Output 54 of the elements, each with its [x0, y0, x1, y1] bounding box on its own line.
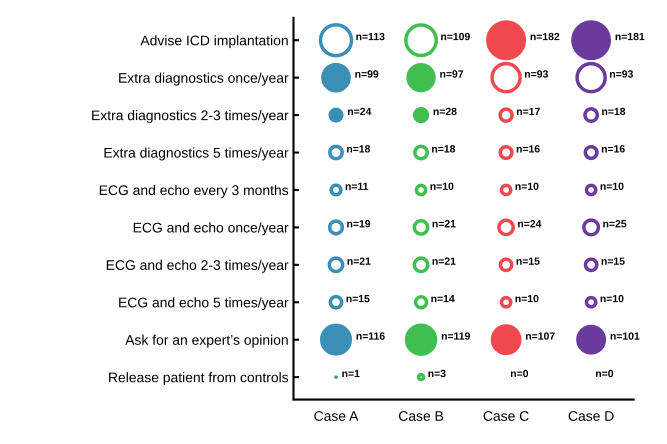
data-label: n=97	[440, 70, 464, 78]
data-label: n=15	[516, 258, 540, 265]
y-tick-label: Advise ICD implantation	[140, 35, 288, 48]
y-tick-label: ECG and echo 5 times/year	[119, 297, 288, 310]
y-tick-label: Extra diagnostics once/year	[119, 72, 288, 86]
data-label: n=109	[441, 32, 470, 40]
y-tick-label: Extra diagnostics 2-3 times/year	[92, 110, 288, 124]
data-label: n=3	[428, 370, 446, 378]
data-label: n=18	[432, 145, 456, 153]
x-tick-label: Case D	[568, 411, 614, 421]
data-label: n=107	[526, 332, 555, 340]
data-label: n=11	[346, 182, 368, 190]
data-label: n=10	[430, 182, 454, 190]
data-label: n=24	[518, 220, 542, 228]
data-label: n=15	[602, 258, 625, 265]
data-label: n=25	[603, 220, 626, 228]
data-label: n=21	[348, 257, 371, 265]
data-label: n=10	[600, 182, 624, 190]
data-label: n=16	[516, 145, 540, 153]
y-tick-label: Ask for an expert’s opinion	[125, 334, 288, 348]
x-tick-label: Case A	[314, 411, 358, 421]
y-tick-label: Extra diagnostics 5 times/year	[104, 147, 288, 160]
data-label: n=16	[602, 145, 625, 153]
data-label: n=19	[347, 220, 370, 228]
data-label: n=93	[610, 70, 633, 78]
y-tick-label: ECG and echo every 3 months	[100, 184, 288, 198]
data-label: n=93	[524, 70, 548, 78]
x-tick-label: Case B	[398, 411, 444, 421]
data-label: n=10	[516, 182, 538, 190]
data-label: n=99	[355, 70, 378, 78]
x-tick-label: Case C	[484, 411, 529, 421]
data-label: n=10	[600, 294, 624, 302]
data-label: n=18	[347, 145, 370, 153]
y-tick-label: ECG and echo once/year	[134, 222, 288, 236]
data-label: n=28	[434, 108, 457, 116]
data-label: n=18	[602, 108, 626, 116]
data-label: n=21	[432, 257, 456, 265]
data-label: n=0	[596, 370, 614, 378]
data-label: n=116	[356, 332, 385, 340]
data-label: n=101	[610, 332, 640, 340]
data-label: n=0	[510, 370, 528, 378]
data-label: n=113	[356, 32, 385, 40]
data-label: n=119	[442, 332, 470, 340]
y-tick-label: Release patient from controls	[109, 372, 288, 386]
data-label: n=24	[348, 108, 372, 116]
data-label: n=17	[516, 108, 540, 116]
y-tick-label: ECG and echo 2-3 times/year	[106, 260, 288, 273]
data-label: n=182	[530, 32, 560, 40]
data-label: n=181	[616, 32, 644, 40]
data-label: n=10	[516, 294, 538, 302]
data-label: n=1	[342, 370, 360, 378]
data-label: n=15	[346, 295, 370, 302]
data-label: n=14	[431, 295, 455, 302]
data-label: n=21	[432, 220, 456, 228]
